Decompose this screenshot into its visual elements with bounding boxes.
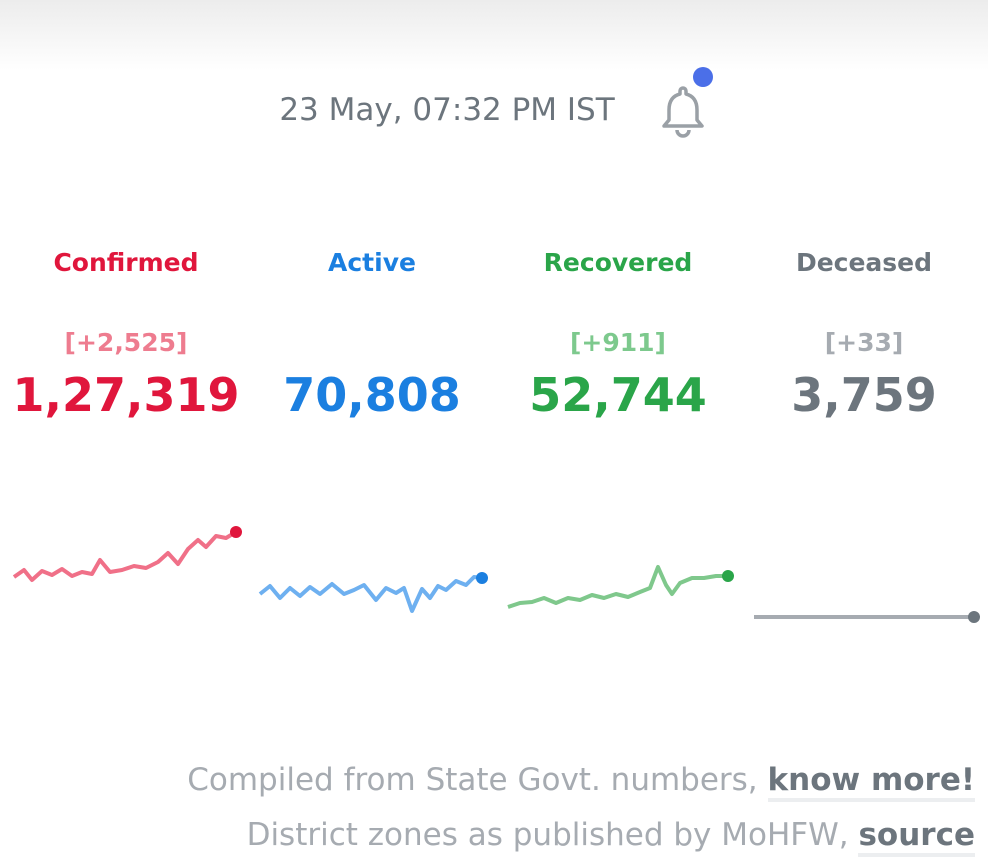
footer-text: Compiled from State Govt. numbers, <box>187 762 758 798</box>
level-deceased: Deceased [+33] 3,759 <box>741 245 987 425</box>
footer-line: Compiled from State Govt. numbers, know … <box>187 762 975 802</box>
source-link[interactable]: source <box>858 817 975 857</box>
footer-text: District zones as published by MoHFW, <box>246 817 849 853</box>
timestamp: 23 May, 07:32 PM IST <box>279 92 615 128</box>
level-delta: [+33] <box>824 328 904 357</box>
sparkline-confirmed <box>12 530 238 582</box>
level-name: Confirmed <box>53 248 199 277</box>
unread-dot <box>693 67 713 87</box>
level-delta: [+911] <box>570 328 666 357</box>
level-recovered: Recovered [+911] 52,744 <box>495 245 741 425</box>
level-confirmed: Confirmed [+2,525] 1,27,319 <box>3 245 249 425</box>
level-name: Recovered <box>543 248 693 277</box>
sparkline-recovered <box>507 565 728 609</box>
sparkline-dot <box>968 611 980 623</box>
top-shade <box>0 0 988 70</box>
sparkline-dot <box>230 526 242 538</box>
sparkline-active <box>258 575 483 613</box>
bell-icon <box>662 86 704 128</box>
bell-clapper <box>675 129 691 138</box>
level-total: 1,27,319 <box>12 368 240 422</box>
level-active: Active 70,808 <box>249 245 495 425</box>
footer-line: District zones as published by MoHFW, so… <box>246 817 975 857</box>
level-name: Deceased <box>795 248 933 277</box>
know-more-link[interactable]: know more! <box>767 762 975 802</box>
sparkline-dot <box>476 572 488 584</box>
level-delta: [+2,525] <box>64 328 188 357</box>
sparkline-dot <box>722 570 734 582</box>
notification-bell[interactable] <box>655 66 715 146</box>
sparklines <box>12 526 980 623</box>
level-total: 70,808 <box>283 368 461 422</box>
level-total: 3,759 <box>791 368 937 422</box>
level-total: 52,744 <box>529 368 707 422</box>
level-name: Active <box>328 248 416 277</box>
